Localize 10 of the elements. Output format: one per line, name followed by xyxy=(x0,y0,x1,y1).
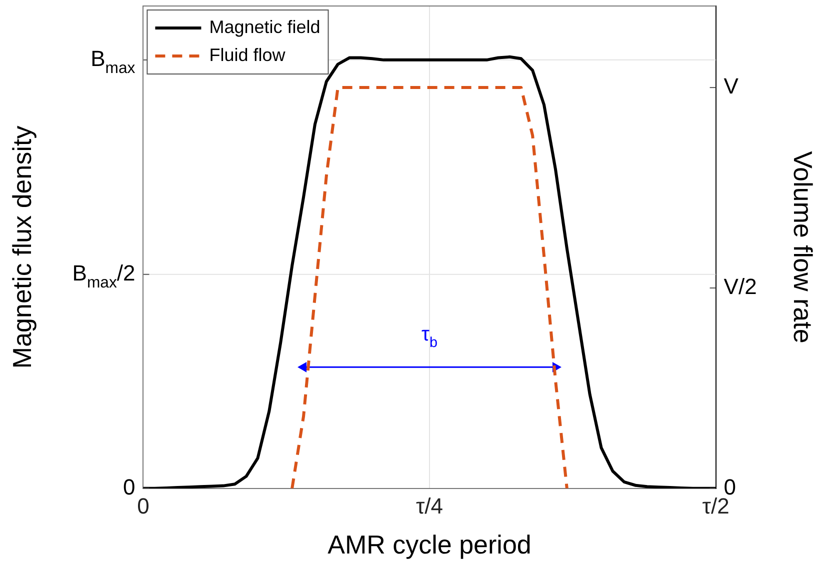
x-tick-label: τ/4 xyxy=(416,494,444,519)
ref-line-label: 0 xyxy=(122,474,136,500)
text: V/2 xyxy=(724,274,757,300)
y-axis-title: Magnetic flux density xyxy=(6,126,37,369)
y2-axis-title: Volume flow rate xyxy=(788,151,818,344)
x-tick-label: 0 xyxy=(137,494,150,519)
legend-label: Magnetic field xyxy=(209,16,320,37)
x-axis-title: AMR cycle period xyxy=(328,530,532,560)
legend-label: Fluid flow xyxy=(209,44,286,65)
text: V xyxy=(724,74,739,99)
